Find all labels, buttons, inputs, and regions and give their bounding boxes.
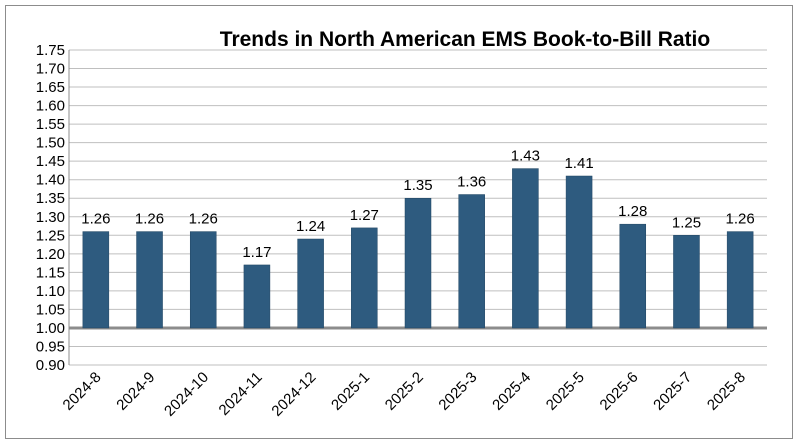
x-tick-label: 2024-9 bbox=[113, 369, 158, 414]
bar bbox=[351, 227, 378, 329]
bar bbox=[243, 264, 271, 329]
bar bbox=[512, 168, 539, 329]
x-tick-label: 2025-3 bbox=[435, 369, 480, 414]
x-tick-label: 2025-1 bbox=[328, 369, 373, 414]
bar bbox=[565, 175, 593, 329]
x-tick-label: 2024-8 bbox=[60, 369, 105, 414]
x-tick-label: 2024-12 bbox=[268, 369, 319, 420]
data-label: 1.27 bbox=[350, 207, 379, 224]
y-tick-label: 1.35 bbox=[36, 190, 65, 207]
bar bbox=[136, 231, 163, 329]
y-tick-label: 1.70 bbox=[36, 61, 65, 78]
data-label: 1.41 bbox=[564, 155, 593, 172]
data-label: 1.24 bbox=[296, 218, 325, 235]
y-tick-label: 1.20 bbox=[36, 246, 65, 263]
bar bbox=[82, 231, 110, 329]
y-tick-label: 0.90 bbox=[36, 357, 65, 374]
data-label: 1.26 bbox=[135, 211, 164, 228]
x-tick-label: 2025-6 bbox=[597, 369, 642, 414]
y-tick-label: 0.95 bbox=[36, 338, 65, 355]
label-layer: 1.26 1.26 1.26 1.17 1.24 1.27 1.35 1.36 1.43 1.41… bbox=[81, 148, 755, 261]
chart-title: Trends in North American EMS Book-to-Bil… bbox=[220, 28, 710, 51]
data-label: 1.26 bbox=[726, 211, 755, 228]
data-label: 1.36 bbox=[457, 174, 486, 191]
data-label: 1.25 bbox=[672, 214, 701, 231]
data-label: 1.26 bbox=[189, 211, 218, 228]
bar bbox=[458, 194, 485, 329]
axis-layer: 0.900.951.001.051.101.151.201.251.301.35… bbox=[36, 42, 767, 420]
y-tick-label: 1.60 bbox=[36, 98, 65, 115]
data-label: 1.43 bbox=[511, 148, 540, 165]
x-tick-label: 2025-2 bbox=[382, 369, 427, 414]
y-tick-label: 1.50 bbox=[36, 135, 65, 152]
data-label: 1.35 bbox=[403, 177, 432, 194]
x-tick-label: 2024-10 bbox=[161, 369, 212, 420]
x-tick-label: 2025-5 bbox=[543, 369, 588, 414]
y-tick-label: 1.30 bbox=[36, 209, 65, 226]
y-tick-label: 1.55 bbox=[36, 116, 65, 133]
chart-frame bbox=[5, 5, 793, 439]
x-tick-label: 2025-4 bbox=[489, 369, 534, 414]
y-tick-label: 1.40 bbox=[36, 172, 65, 189]
y-tick-label: 1.25 bbox=[36, 227, 65, 244]
y-tick-label: 1.00 bbox=[36, 320, 65, 337]
bar bbox=[189, 231, 217, 329]
bar-layer bbox=[82, 168, 754, 329]
bar bbox=[726, 231, 754, 329]
x-tick-label: 2025-7 bbox=[650, 369, 695, 414]
bar bbox=[673, 235, 700, 329]
x-tick-label: 2024-11 bbox=[216, 369, 266, 419]
bar bbox=[404, 197, 432, 329]
y-tick-label: 1.10 bbox=[36, 283, 65, 300]
x-tick-label: 2025-8 bbox=[704, 369, 749, 414]
bar bbox=[297, 238, 324, 329]
y-tick-label: 1.45 bbox=[36, 153, 65, 170]
data-label: 1.28 bbox=[618, 203, 647, 220]
y-tick-label: 1.15 bbox=[36, 264, 65, 281]
y-tick-label: 1.65 bbox=[36, 79, 65, 96]
bar bbox=[619, 223, 647, 329]
data-label: 1.17 bbox=[242, 244, 271, 261]
y-tick-label: 1.75 bbox=[36, 42, 65, 59]
y-tick-label: 1.05 bbox=[36, 301, 65, 318]
data-label: 1.26 bbox=[81, 211, 110, 228]
